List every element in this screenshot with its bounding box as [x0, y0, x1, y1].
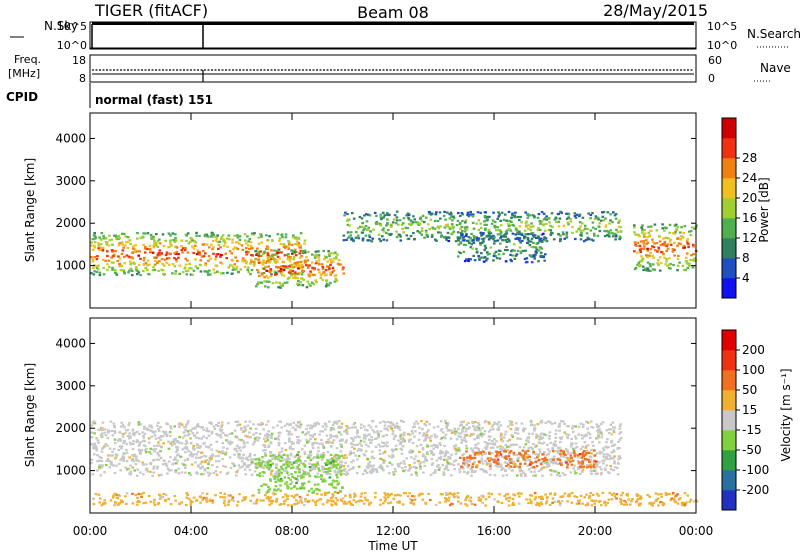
freq-tick-top: 18 — [72, 54, 86, 67]
colorbar-tick-label: 16 — [742, 211, 757, 225]
x-tick-label: 20:00 — [578, 524, 613, 538]
colorbar-tick-label: 100 — [742, 363, 765, 377]
colorbar-swatch — [722, 490, 736, 510]
power-colorbar-label: Power [dB] — [757, 177, 771, 242]
x-tick-label: 00:00 — [73, 524, 108, 538]
colorbar-swatch — [722, 330, 736, 350]
freq-panel: Freq. [MHz] 18 8 60 0 Nave — [8, 53, 791, 85]
colorbar-swatch — [722, 238, 736, 258]
y-tick-label: 3000 — [55, 174, 86, 188]
y-tick-label: 4000 — [55, 336, 86, 350]
colorbar-tick-label: 24 — [742, 171, 757, 185]
y-tick-label: 2000 — [55, 216, 86, 230]
x-tick-label: 08:00 — [275, 524, 310, 538]
y-tick-label: 4000 — [55, 131, 86, 145]
velocity-panel: 1000 2000 3000 4000 Slant Range [km] — [23, 318, 698, 513]
colorbar-tick-label: 4 — [742, 271, 750, 285]
colorbar-swatch — [722, 450, 736, 470]
nave-tick-top: 60 — [708, 54, 722, 67]
colorbar-tick-label: 50 — [742, 383, 757, 397]
colorbar-tick-label: 200 — [742, 343, 765, 357]
colorbar-swatch — [722, 470, 736, 490]
xlabel: Time UT — [367, 539, 418, 553]
colorbar-tick-label: -15 — [742, 423, 762, 437]
freq-label-2: [MHz] — [8, 67, 40, 80]
nsearch-tick-bottom: 10^0 — [707, 39, 737, 52]
y-tick-label: 3000 — [55, 379, 86, 393]
velocity-colorbar: 200 100 50 15 -15 -50 -100 -200 — [722, 330, 769, 510]
colorbar-swatch — [722, 430, 736, 450]
x-tick-label: 16:00 — [477, 524, 512, 538]
colorbar-swatch — [722, 158, 736, 178]
nsearch-tick-top: 10^5 — [707, 20, 737, 33]
colorbar-tick-label: -50 — [742, 443, 762, 457]
freq-label-1: Freq. — [14, 53, 41, 66]
colorbar-swatch — [722, 178, 736, 198]
colorbar-tick-label: 15 — [742, 403, 757, 417]
freq-tick-bottom: 8 — [79, 72, 86, 85]
colorbar-swatch — [722, 138, 736, 158]
power-ylabel: Slant Range [km] — [23, 158, 37, 262]
colorbar-swatch — [722, 218, 736, 238]
colorbar-tick-label: 8 — [742, 251, 750, 265]
nsky-tick-bottom: 10^0 — [57, 39, 87, 52]
power-panel: 1000 2000 3000 4000 Slant Range [km] — [23, 113, 698, 308]
nsky-tick-top: 10^5 — [57, 20, 87, 33]
colorbar-swatch — [722, 390, 736, 410]
nsky-panel: N.Sky 10^5 10^0 10^5 10^0 N.Search — [10, 19, 800, 52]
nsearch-label: N.Search — [747, 27, 800, 41]
y-tick-label: 1000 — [55, 259, 86, 273]
x-tick-label: 00:00 — [679, 524, 714, 538]
y-tick-label: 2000 — [55, 421, 86, 435]
colorbar-swatch — [722, 118, 736, 138]
cpid-label: CPID — [6, 90, 38, 104]
colorbar-tick-label: 12 — [742, 231, 757, 245]
colorbar-tick-label: 28 — [742, 151, 757, 165]
colorbar-tick-label: -100 — [742, 463, 769, 477]
colorbar-tick-label: -200 — [742, 483, 769, 497]
velocity-colorbar-label: Velocity [m s⁻¹] — [779, 368, 793, 461]
nave-label: Nave — [760, 61, 791, 75]
colorbar-swatch — [722, 278, 736, 298]
power-colorbar: 4 8 12 16 20 24 28 — [722, 118, 757, 298]
x-tick-label: 04:00 — [174, 524, 209, 538]
nave-tick-bottom: 0 — [708, 72, 715, 85]
colorbar-swatch — [722, 370, 736, 390]
x-tick-label: 12:00 — [376, 524, 411, 538]
colorbar-swatch — [722, 410, 736, 430]
velocity-ylabel: Slant Range [km] — [23, 363, 37, 467]
colorbar-tick-label: 20 — [742, 191, 757, 205]
y-tick-label: 1000 — [55, 464, 86, 478]
colorbar-swatch — [722, 258, 736, 278]
beam-title: Beam 08 — [357, 3, 429, 22]
colorbar-swatch — [722, 350, 736, 370]
radar-title: TIGER (fitACF) — [94, 1, 208, 20]
cpid-mode: normal (fast) 151 — [95, 93, 213, 107]
colorbar-swatch — [722, 198, 736, 218]
date-title: 28/May/2015 — [603, 1, 708, 20]
